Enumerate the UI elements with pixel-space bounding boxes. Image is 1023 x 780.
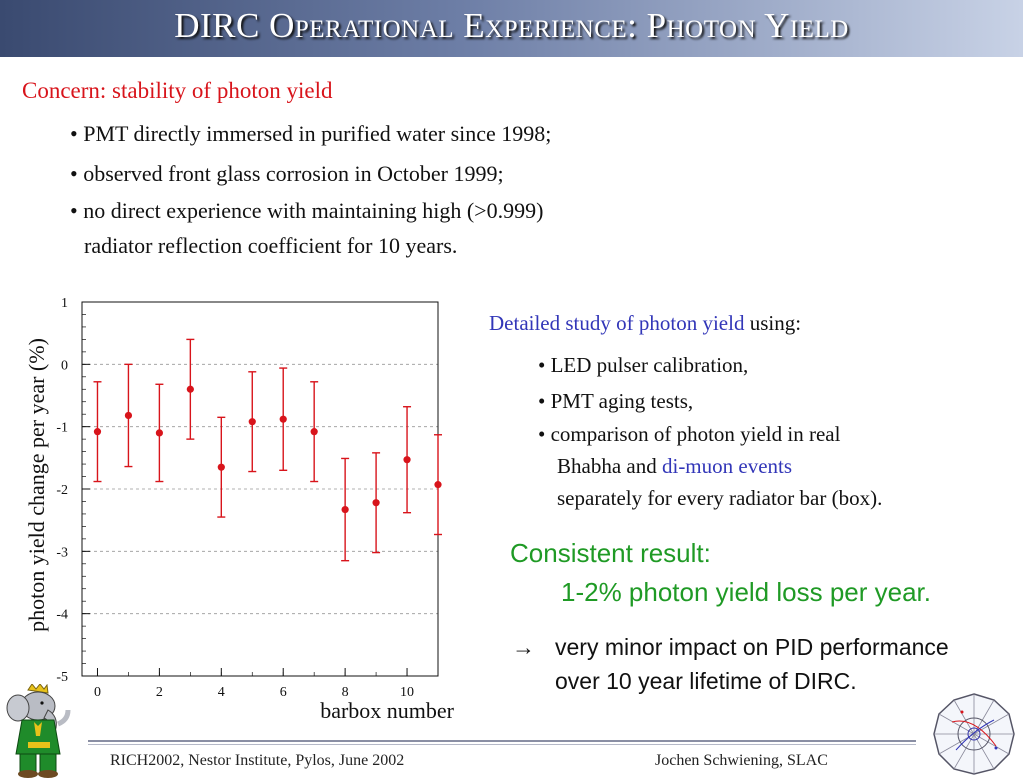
- y-tick-label: 0: [61, 358, 68, 373]
- study-heading: Detailed study of photon yield using:: [489, 311, 801, 336]
- y-tick-label: -5: [56, 670, 68, 685]
- bullet-comparison: • comparison of photon yield in real: [538, 422, 841, 446]
- x-tick-label: 4: [218, 685, 225, 700]
- bullet-led: • LED pulser calibration,: [538, 353, 749, 377]
- data-point: [372, 499, 380, 507]
- footer-author: Jochen Schwiening, SLAC: [655, 752, 828, 769]
- bullet-glass-corrosion: • observed front glass corrosion in Octo…: [70, 161, 504, 186]
- x-tick-label: 0: [94, 685, 101, 700]
- footer-rule-top: [88, 740, 916, 742]
- arrow-icon: →: [512, 634, 535, 660]
- dimuon-text: di-muon events: [661, 454, 793, 478]
- data-point: [124, 411, 133, 420]
- y-ticks: 1 0 -1 -2 -3 -4 -5: [56, 296, 90, 685]
- dirc-detector-logo-icon: [933, 693, 1015, 775]
- photon-yield-chart: 10-1-2-3-4-5 0 2 4 6 8 10 photon yield change…: [24, 296, 455, 723]
- x-tick-label: 8: [342, 685, 349, 700]
- footer-rule-bottom: [88, 744, 916, 745]
- elephant-mascot-icon: [6, 684, 71, 778]
- bullet-reflection-cont: radiator reflection coefficient for 10 y…: [84, 233, 458, 258]
- data-point: [279, 415, 287, 423]
- x-axis-label: barbox number: [320, 698, 454, 723]
- data-point: [434, 481, 442, 489]
- bullet-pmt-aging: • PMT aging tests,: [538, 389, 694, 413]
- study-highlight: Detailed study of photon yield: [489, 311, 745, 335]
- y-axis-label: photon yield change per year (%): [24, 338, 49, 632]
- slide-title: DIRC Operational Experience: Photon Yiel…: [174, 6, 849, 45]
- data-point: [217, 463, 225, 471]
- data-point: [155, 429, 163, 437]
- bullet-comparison-line3: separately for every radiator bar (box).: [557, 486, 883, 510]
- y-tick-label: -3: [56, 545, 68, 560]
- x-tick-label: 2: [156, 685, 163, 700]
- study-rest: using:: [744, 311, 802, 335]
- data-point: [186, 385, 194, 393]
- concern-heading: Concern: stability of photon yield: [22, 78, 333, 103]
- data-point: [341, 505, 349, 514]
- result-heading: Consistent result:: [510, 538, 711, 568]
- data-points: [93, 338, 442, 562]
- bullet-reflection: • no direct experience with maintaining …: [70, 198, 544, 223]
- x-tick-label: 6: [280, 685, 287, 700]
- impact-line2: over 10 year lifetime of DIRC.: [555, 668, 857, 694]
- y-tick-label: -1: [56, 421, 68, 436]
- footer-conference: RICH2002, Nestor Institute, Pylos, June …: [110, 752, 405, 769]
- title-bar: [0, 0, 1023, 57]
- impact-line1: very minor impact on PID performance: [555, 634, 949, 660]
- data-point: [310, 428, 318, 436]
- result-value: 1-2% photon yield loss per year.: [561, 577, 931, 607]
- bullet-pmt-water: • PMT directly immersed in purified wate…: [70, 121, 552, 146]
- x-ticks: 0 2 4 6 8 10: [94, 668, 439, 700]
- y-tick-label: -2: [56, 483, 68, 498]
- x-tick-label: 10: [400, 685, 414, 700]
- data-point: [93, 428, 102, 436]
- y-tick-label: -4: [56, 608, 68, 623]
- y-tick-label: 1: [61, 296, 68, 311]
- bhabha-text: Bhabha and: [557, 454, 662, 478]
- bullet-comparison-line2: Bhabha and di-muon events: [557, 454, 792, 479]
- data-point: [248, 418, 256, 426]
- grid-lines: [82, 363, 438, 615]
- data-point: [403, 456, 411, 464]
